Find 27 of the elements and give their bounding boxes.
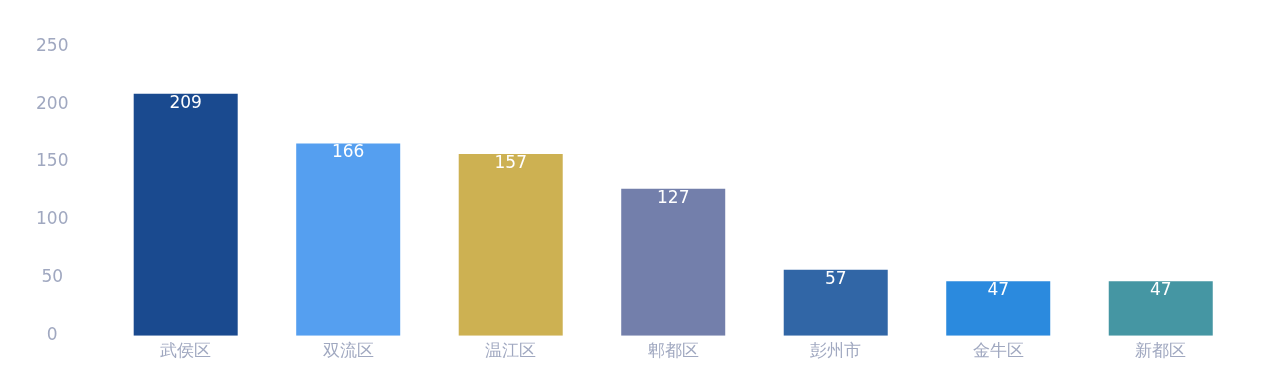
bar <box>296 143 401 336</box>
x-tick-label: 彭州市 <box>810 340 862 361</box>
data-label: 47 <box>987 279 1010 300</box>
x-tick-label: 金牛区 <box>972 340 1024 361</box>
data-label: 127 <box>657 186 690 207</box>
x-tick-label: 双流区 <box>322 340 374 361</box>
y-tick-label: 100 <box>36 208 69 229</box>
data-label: 157 <box>494 151 527 172</box>
x-tick-label: 温江区 <box>485 340 537 361</box>
data-label: 209 <box>169 91 202 112</box>
bar <box>1108 281 1213 336</box>
bar <box>783 269 888 336</box>
x-tick-label: 武侯区 <box>160 340 212 361</box>
bar <box>458 153 563 336</box>
bar <box>621 188 726 336</box>
y-tick-label: 50 <box>41 266 64 287</box>
data-label: 47 <box>1149 279 1172 300</box>
y-tick-label: 250 <box>36 34 69 55</box>
x-tick-label: 新都区 <box>1135 340 1187 361</box>
y-tick-label: 200 <box>36 92 69 113</box>
x-tick-label: 郫都区 <box>647 340 699 361</box>
data-label: 57 <box>824 267 847 288</box>
bar <box>946 281 1051 336</box>
bar <box>133 93 238 336</box>
data-label: 166 <box>331 141 365 162</box>
y-tick-label: 0 <box>46 324 58 345</box>
y-tick-label: 150 <box>36 150 69 171</box>
